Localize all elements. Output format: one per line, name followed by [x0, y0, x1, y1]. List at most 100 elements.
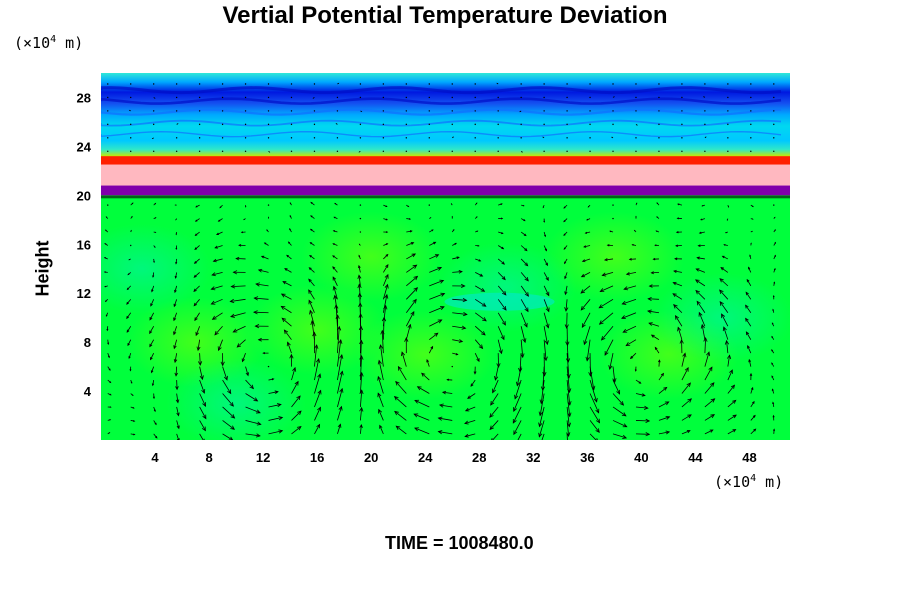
arrow-head — [593, 397, 598, 403]
arrow-shaft — [566, 366, 570, 393]
velocity-arrow — [543, 258, 548, 267]
velocity-arrow — [773, 254, 776, 260]
arrow-head — [719, 278, 724, 283]
velocity-arrow — [583, 245, 591, 248]
arrow-head — [437, 416, 443, 421]
arrow-head — [745, 304, 749, 309]
arrow-head — [470, 383, 474, 387]
arrow-head — [416, 386, 422, 391]
wave-streak — [101, 97, 782, 105]
velocity-arrow — [512, 406, 522, 424]
velocity-arrow — [520, 339, 525, 359]
arrow-shaft — [281, 317, 292, 327]
arrow-head — [176, 438, 180, 440]
velocity-arrow — [406, 264, 418, 273]
arrow-head — [153, 409, 156, 413]
arrow-shaft — [581, 272, 591, 278]
vector-dot — [313, 123, 316, 126]
arrow-shaft — [284, 329, 292, 340]
velocity-arrow — [773, 267, 776, 273]
arrow-head — [175, 399, 180, 404]
vector-dot — [107, 123, 109, 126]
vector-dot — [773, 110, 775, 112]
x-tick-label: 28 — [472, 450, 486, 465]
vector-dot — [313, 150, 316, 152]
arrow-shaft — [222, 420, 235, 430]
arrow-shaft — [149, 312, 155, 320]
velocity-arrow — [222, 433, 234, 440]
arrow-head — [126, 287, 130, 291]
arrow-head — [641, 393, 646, 397]
arrow-shaft — [337, 424, 341, 435]
velocity-arrow — [128, 109, 131, 112]
velocity-arrow — [612, 420, 628, 428]
arrow-shaft — [222, 433, 233, 440]
arrow-head — [492, 388, 496, 394]
arrow-shaft — [747, 345, 752, 354]
arrow-head — [482, 317, 487, 322]
arrow-head — [377, 392, 382, 398]
velocity-arrow — [623, 285, 637, 291]
arrow-shaft — [378, 360, 384, 381]
arrow-head — [289, 228, 291, 231]
arrow-head — [686, 382, 691, 388]
vector-dot — [175, 137, 178, 139]
arrow-shaft — [520, 326, 526, 343]
y-tick-label: 28 — [77, 90, 91, 105]
velocity-arrow — [421, 372, 430, 381]
arrow-head — [284, 268, 288, 272]
arrow-shaft — [727, 414, 737, 421]
velocity-arrow — [647, 296, 659, 301]
velocity-arrow — [564, 272, 568, 280]
velocity-arrow — [474, 202, 478, 206]
inversion-band — [101, 163, 790, 186]
arrow-shaft — [429, 306, 445, 314]
arrow-head — [501, 261, 505, 265]
arrow-head — [103, 257, 106, 259]
vector-dot — [290, 150, 293, 152]
arrow-shaft — [337, 388, 343, 408]
arrow-shaft — [727, 399, 737, 408]
arrow-shaft — [309, 310, 315, 327]
velocity-arrow — [648, 284, 659, 288]
vector-dot — [474, 83, 476, 85]
arrow-head — [774, 229, 776, 231]
arrow-shaft — [538, 420, 545, 437]
field-blotch — [436, 242, 577, 333]
arrow-shaft — [612, 406, 627, 417]
velocity-arrow — [429, 306, 445, 314]
arrow-head — [456, 256, 460, 260]
velocity-arrow — [696, 256, 705, 260]
velocity-arrow — [126, 326, 132, 333]
velocity-arrow — [497, 285, 507, 296]
arrow-head — [194, 219, 198, 222]
vector-dot — [428, 150, 430, 152]
arrow-head — [675, 231, 679, 234]
velocity-arrow — [357, 264, 361, 273]
arrow-shaft — [231, 285, 246, 288]
velocity-arrow — [722, 326, 729, 340]
arrow-head — [210, 286, 216, 291]
velocity-arrow — [497, 258, 505, 265]
vector-dot — [290, 123, 293, 126]
arrow-head — [286, 254, 289, 258]
arrow-shaft — [635, 420, 650, 422]
velocity-arrow — [332, 255, 338, 260]
arrow-head — [460, 283, 466, 289]
arrow-head — [108, 368, 111, 371]
vector-dot — [497, 123, 499, 126]
velocity-arrow — [194, 218, 200, 222]
field-blotch — [166, 358, 307, 440]
velocity-arrow — [566, 366, 572, 394]
velocity-arrow — [520, 245, 528, 252]
arrow-head — [309, 309, 314, 315]
vector-dot — [405, 96, 408, 99]
velocity-arrow — [543, 299, 550, 313]
vector-dot — [428, 123, 430, 126]
arrow-head — [565, 358, 571, 363]
arrow-shaft — [497, 272, 506, 280]
velocity-arrow — [335, 314, 340, 340]
velocity-arrow — [429, 217, 432, 219]
arrow-head — [410, 310, 415, 316]
velocity-arrow — [612, 433, 628, 439]
